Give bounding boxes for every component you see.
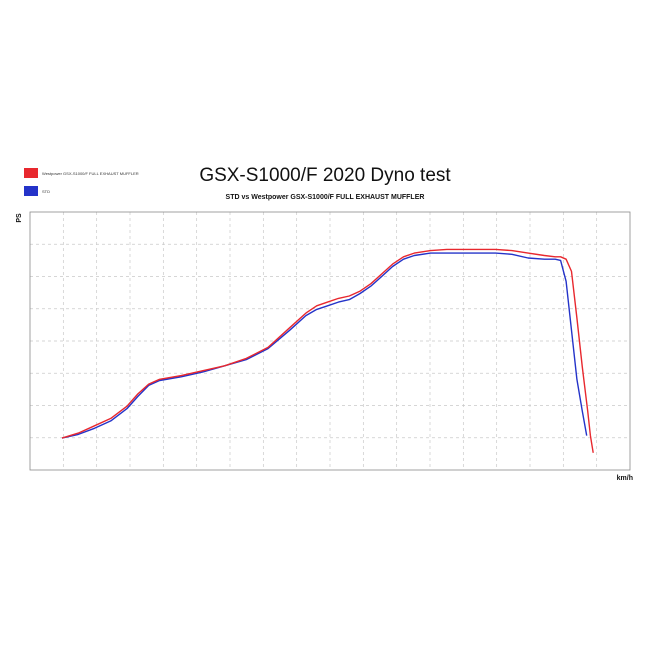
chart-title: GSX-S1000/F 2020 Dyno test: [199, 165, 451, 186]
plot-frame: [29, 211, 631, 471]
legend-swatch-std: [24, 186, 38, 196]
series-lines: [61, 248, 594, 453]
y-axis-label: PS: [16, 213, 23, 223]
legend-label-std: STD: [42, 189, 50, 194]
x-axis-label: km/h: [617, 475, 633, 482]
chart-subtitle: STD vs Westpower GSX-S1000/F FULL EXHAUS…: [226, 194, 425, 201]
series-line-std: [61, 252, 588, 439]
legend-label-westpower: Westpower GSX-S1000/F FULL EXHAUST MUFFL…: [42, 171, 139, 176]
grid: [30, 212, 630, 470]
series-line-westpower: [61, 248, 594, 453]
legend: Westpower GSX-S1000/F FULL EXHAUST MUFFL…: [24, 168, 139, 196]
legend-swatch-westpower: [24, 168, 38, 178]
